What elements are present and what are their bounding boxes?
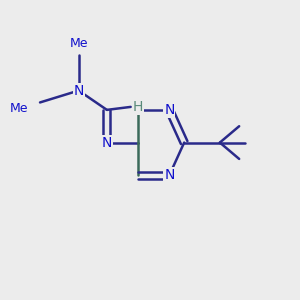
Text: N: N [164,103,175,117]
Text: N: N [74,84,84,98]
Text: N: N [164,168,175,182]
Text: N: N [102,136,112,150]
Text: H: H [133,100,143,114]
Text: Me: Me [69,37,88,50]
Text: Me: Me [10,102,28,115]
